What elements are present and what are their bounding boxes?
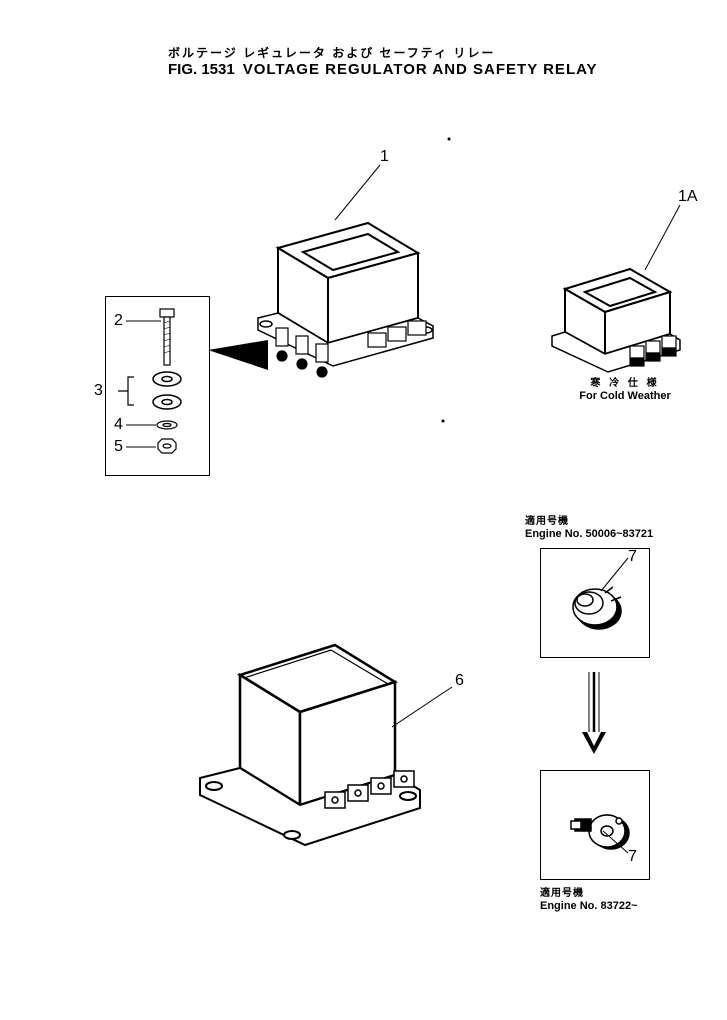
leader-2 (126, 320, 161, 322)
callout-7b: 7 (628, 848, 637, 866)
eng-range-1: Engine No. 50006~83721 (525, 528, 653, 541)
leader-6 (392, 682, 462, 732)
callout-4: 4 (114, 416, 123, 434)
safety-relay (170, 640, 430, 880)
detail-pointer (208, 340, 278, 380)
title-jp: ボルテージ レギュレータ および セーフティ リレー (168, 44, 598, 61)
eng-jp-1: 適用号機 (525, 516, 653, 528)
callout-3: 3 (94, 382, 103, 400)
callout-1: 1 (380, 148, 389, 166)
leader-4 (126, 424, 156, 426)
leader-5 (126, 446, 156, 448)
callout-1a: 1A (678, 188, 698, 206)
callout-2: 2 (114, 312, 123, 330)
leader-1 (330, 160, 410, 240)
eng-jp-2: 適用号機 (540, 888, 638, 900)
callout-7a: 7 (628, 548, 637, 566)
scan-dot-2 (440, 418, 446, 424)
scan-dot-1 (446, 136, 452, 142)
engine-range-1: 適用号機 Engine No. 50006~83721 (525, 516, 653, 541)
supersession-arrow (578, 668, 610, 758)
leader-1a (640, 200, 700, 280)
cold-en: For Cold Weather (560, 390, 690, 403)
callout-5: 5 (114, 438, 123, 456)
title-en-row: FIG. 1531 VOLTAGE REGULATOR AND SAFETY RE… (168, 61, 598, 79)
engine-range-2: 適用号機 Engine No. 83722~ (540, 888, 638, 913)
eng-range-2: Engine No. 83722~ (540, 900, 638, 913)
cold-weather-label: 寒 冷 仕 様 For Cold Weather (560, 378, 690, 403)
title-en: VOLTAGE REGULATOR AND SAFETY RELAY (243, 61, 598, 78)
figure-number: FIG. 1531 (168, 61, 235, 78)
callout-6: 6 (455, 672, 464, 690)
cold-jp: 寒 冷 仕 様 (560, 378, 690, 390)
figure-title: ボルテージ レギュレータ および セーフティ リレー FIG. 1531 VOLT… (168, 44, 598, 79)
